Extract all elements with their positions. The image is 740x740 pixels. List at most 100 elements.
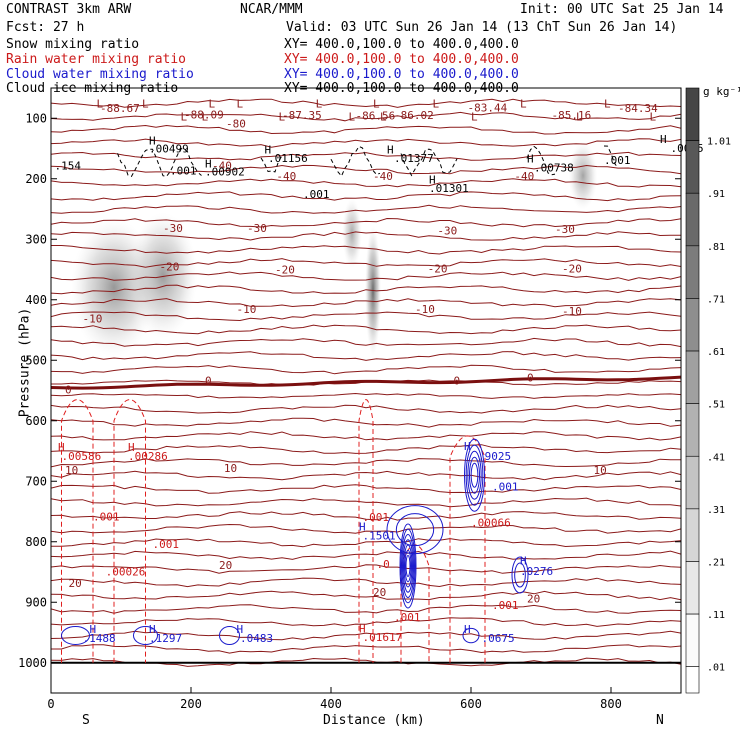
high-marker: H xyxy=(149,134,156,147)
y-tick-label: 100 xyxy=(25,111,47,125)
colorbar-unit: g kg⁻¹ xyxy=(703,85,740,98)
temperature-contour xyxy=(51,164,681,175)
rain-label: .001 xyxy=(363,511,390,524)
temperature-contour xyxy=(51,284,681,295)
temperature-contour xyxy=(51,417,681,428)
temperature-contour-label: -87.35 xyxy=(282,109,322,122)
cloud-water-contour xyxy=(219,626,240,646)
temperature-contour-label: -84.34 xyxy=(618,102,658,115)
high-marker: H xyxy=(464,440,471,453)
cloud-water-label: .1501 xyxy=(363,529,396,542)
high-marker: H xyxy=(205,157,212,170)
high-marker: H xyxy=(237,623,244,636)
cloud-water-label: .1297 xyxy=(149,632,182,645)
low-marker: L xyxy=(604,97,611,110)
low-marker: L xyxy=(142,97,149,110)
temperature-contour-label: 10 xyxy=(594,464,607,477)
rain-label: .00586 xyxy=(62,450,102,463)
valid-time: Valid: 03 UTC Sun 26 Jan 14 (13 ChT Sun … xyxy=(286,20,678,35)
model-title: CONTRAST 3km ARW xyxy=(6,2,132,17)
low-marker: L xyxy=(209,97,216,110)
snow-shading-max xyxy=(568,141,598,210)
colorbar-swatch xyxy=(685,140,700,194)
cloud-ice-label: .01377 xyxy=(394,152,434,165)
legend-cloudwater-xy: XY= 400.0,100.0 to 400.0,400.0 xyxy=(284,67,519,82)
y-tick-label: 1000 xyxy=(18,656,47,670)
x-tick-label: 400 xyxy=(320,697,342,711)
colorbar-level-label: .01 xyxy=(707,663,725,674)
cloud-water-contour xyxy=(470,462,479,488)
y-tick-label: 400 xyxy=(25,293,47,307)
org-label: NCAR/MMM xyxy=(240,2,303,17)
x-axis-right-end: N xyxy=(656,713,664,728)
temperature-contour-label: -40 xyxy=(373,170,393,183)
temperature-contour xyxy=(51,178,681,188)
rain-label: .001 xyxy=(492,599,519,612)
temperature-contour-label: -30 xyxy=(247,222,267,235)
init-time: Init: 00 UTC Sat 25 Jan 14 xyxy=(520,2,724,17)
temperature-contour xyxy=(51,364,681,375)
legend-rain-name: Rain water mixing ratio xyxy=(6,52,187,67)
temperature-contour xyxy=(51,324,681,335)
cloud-ice-contour xyxy=(117,148,174,178)
cloud-ice-contour xyxy=(330,145,381,177)
y-tick-label: 900 xyxy=(25,595,47,609)
colorbar-swatch xyxy=(685,298,700,352)
rain-label: .001 xyxy=(394,611,421,624)
temperature-contour-label: 20 xyxy=(527,592,540,605)
temperature-contour xyxy=(51,258,681,268)
y-tick-label: 300 xyxy=(25,232,47,246)
high-marker: H xyxy=(265,143,272,156)
low-marker: L xyxy=(520,97,527,110)
low-marker: L xyxy=(650,111,657,124)
high-marker: H xyxy=(387,143,394,156)
cloud-ice-contour xyxy=(400,148,458,177)
cloud-water-contour xyxy=(402,539,414,593)
x-tick-label: 200 xyxy=(180,697,202,711)
temperature-contour-label: -30 xyxy=(437,224,457,237)
colorbar-swatch xyxy=(685,455,700,510)
temperature-contour xyxy=(51,111,681,122)
colorbar-level-label: 1.01 xyxy=(707,137,731,148)
x-axis-title: Distance (km) xyxy=(323,713,425,728)
high-marker: H xyxy=(520,555,527,568)
low-marker: L xyxy=(181,111,188,124)
temperature-contour-label: -88.09 xyxy=(184,108,224,121)
temperature-contour-label: -40 xyxy=(212,160,232,173)
temperature-contour xyxy=(51,245,681,255)
temperature-contour xyxy=(51,550,681,560)
cloud-water-contour xyxy=(462,627,480,644)
temperature-contour-label: -86.56 xyxy=(356,109,396,122)
temperature-contour xyxy=(51,444,681,454)
low-marker: L xyxy=(237,97,244,110)
high-marker: H xyxy=(429,174,436,187)
temperature-contour-label: 0 xyxy=(205,374,212,387)
colorbar-level-label: .81 xyxy=(707,242,725,253)
cloud-water-contour xyxy=(61,626,90,646)
cloud-water-contour xyxy=(467,450,482,500)
temperature-contour xyxy=(51,337,681,348)
temperature-contour xyxy=(51,231,681,241)
temperature-contour-label: -30 xyxy=(163,222,183,235)
rain-contour xyxy=(358,399,374,663)
temperature-contour-label: -20 xyxy=(160,261,180,274)
temperature-contour xyxy=(51,271,681,281)
temperature-contour-label: -10 xyxy=(83,313,103,326)
colorbar-level-label: .11 xyxy=(707,610,725,621)
temperature-contour xyxy=(51,590,681,601)
temperature-contour xyxy=(51,511,681,521)
colorbar-swatch xyxy=(685,508,700,562)
rain-label: .00286 xyxy=(128,450,168,463)
temperature-contour xyxy=(51,564,681,574)
temperature-contour xyxy=(51,617,681,627)
temperature-contour xyxy=(51,630,681,641)
temperature-contour-label: -83.44 xyxy=(468,102,508,115)
snow-shading-max xyxy=(128,212,198,339)
low-marker: L xyxy=(97,97,104,110)
rain-label: .001 xyxy=(153,538,180,551)
colorbar-swatch xyxy=(685,350,700,404)
y-tick-label: 600 xyxy=(25,414,47,428)
temperature-contour xyxy=(51,351,681,361)
high-marker: H xyxy=(527,152,534,165)
temperature-contour-label: -10 xyxy=(237,303,257,316)
